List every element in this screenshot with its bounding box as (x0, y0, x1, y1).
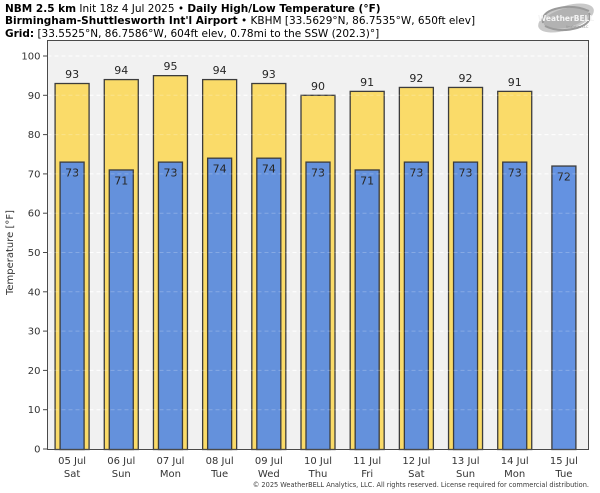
y-tick-label: 20 (28, 366, 41, 377)
y-tick-label: 100 (21, 52, 40, 63)
x-tick-day-label: Sun (456, 469, 475, 480)
plot-frame (47, 40, 589, 450)
low-value-label: 71 (360, 174, 374, 187)
high-value-label: 94 (114, 64, 128, 77)
low-value-label: 73 (65, 167, 79, 180)
station-name: Birmingham-Shuttlesworth Int'l Airport (5, 15, 238, 28)
y-tick-label: 70 (28, 169, 41, 180)
x-tick-date-label: 10 Jul (304, 456, 332, 467)
low-value-label: 73 (163, 167, 177, 180)
x-tick-day-label: Tue (554, 469, 572, 480)
y-axis-title: Temperature [°F] (5, 210, 16, 296)
x-tick-date-label: 09 Jul (255, 456, 283, 467)
swirl-icon (538, 3, 594, 33)
header-station-line: Birmingham-Shuttlesworth Int'l Airport •… (5, 15, 475, 27)
x-tick-day-label: Mon (160, 469, 181, 480)
station-coords: • KBHM [33.5629°N, 86.7535°W, 650ft elev… (237, 15, 476, 28)
model-name: NBM 2.5 km (5, 3, 77, 15)
grid-label: Grid: (5, 27, 35, 40)
y-tick-label: 0 (34, 445, 40, 456)
low-value-label: 73 (459, 167, 473, 180)
chart-header: NBM 2.5 km Init 18z 4 Jul 2025 • Daily H… (5, 3, 475, 40)
high-value-label: 94 (213, 64, 227, 77)
low-bar (256, 157, 282, 451)
init-time: Init 18z 4 Jul 2025 • (76, 3, 188, 15)
low-value-label: 73 (508, 167, 522, 180)
copyright-text: © 2025 WeatherBELL Analytics, LLC. All r… (252, 481, 589, 489)
x-tick-date-label: 08 Jul (206, 456, 234, 467)
header-title-line: NBM 2.5 km Init 18z 4 Jul 2025 • Daily H… (5, 3, 475, 15)
low-bar (59, 161, 85, 451)
grid-coords: [33.5525°N, 86.7586°W, 604ft elev, 0.78m… (34, 27, 380, 40)
low-value-label: 73 (311, 167, 325, 180)
x-tick-day-label: Thu (308, 469, 328, 480)
low-bar (551, 165, 577, 451)
low-value-label: 74 (262, 163, 276, 176)
x-tick-day-label: Sat (64, 469, 80, 480)
x-tick-date-label: 13 Jul (452, 456, 480, 467)
low-value-label: 72 (557, 171, 571, 184)
y-tick-label: 40 (28, 287, 41, 298)
high-value-label: 93 (262, 68, 276, 81)
low-value-label: 71 (114, 174, 128, 187)
x-tick-date-label: 06 Jul (107, 456, 135, 467)
x-tick-date-label: 05 Jul (58, 456, 86, 467)
x-tick-day-label: Mon (504, 469, 525, 480)
low-bar (108, 169, 134, 451)
x-tick-date-label: 11 Jul (353, 456, 381, 467)
low-bar (452, 161, 479, 451)
y-tick-label: 50 (28, 248, 41, 259)
low-value-label: 73 (409, 167, 423, 180)
x-tick-day-label: Sat (408, 469, 424, 480)
low-bar (305, 161, 331, 451)
low-value-label: 74 (213, 163, 227, 176)
product-name: Daily High/Low Temperature (°F) (187, 3, 381, 15)
high-value-label: 90 (311, 80, 325, 93)
x-tick-day-label: Sun (112, 469, 131, 480)
low-bar (206, 157, 233, 451)
high-value-label: 91 (360, 76, 374, 89)
logo-text: WeatherBELL (538, 14, 594, 23)
high-value-label: 91 (508, 76, 522, 89)
y-tick-label: 10 (28, 405, 41, 416)
high-value-label: 95 (163, 60, 177, 73)
y-tick-label: 30 (28, 327, 41, 338)
low-bar (403, 161, 430, 451)
high-value-label: 92 (459, 72, 473, 85)
y-tick-label: 80 (28, 130, 41, 141)
x-tick-date-label: 07 Jul (156, 456, 184, 467)
header-grid-line: Grid: [33.5525°N, 86.7586°W, 604ft elev,… (5, 28, 475, 40)
high-value-label: 93 (65, 68, 79, 81)
x-tick-day-label: Fri (361, 469, 373, 480)
high-value-label: 92 (409, 72, 423, 85)
x-tick-date-label: 14 Jul (501, 456, 529, 467)
logo-subtext: Analytics LLC (566, 25, 589, 29)
low-bar (502, 161, 528, 451)
low-bar (354, 169, 380, 451)
weatherbell-logo: WeatherBELL Analytics LLC (538, 3, 594, 33)
y-tick-label: 60 (28, 209, 41, 220)
x-tick-date-label: 12 Jul (402, 456, 430, 467)
y-tick-label: 90 (28, 91, 41, 102)
x-tick-day-label: Tue (210, 469, 228, 480)
x-tick-date-label: 15 Jul (550, 456, 578, 467)
x-tick-day-label: Wed (258, 469, 280, 480)
low-bar (157, 161, 184, 451)
